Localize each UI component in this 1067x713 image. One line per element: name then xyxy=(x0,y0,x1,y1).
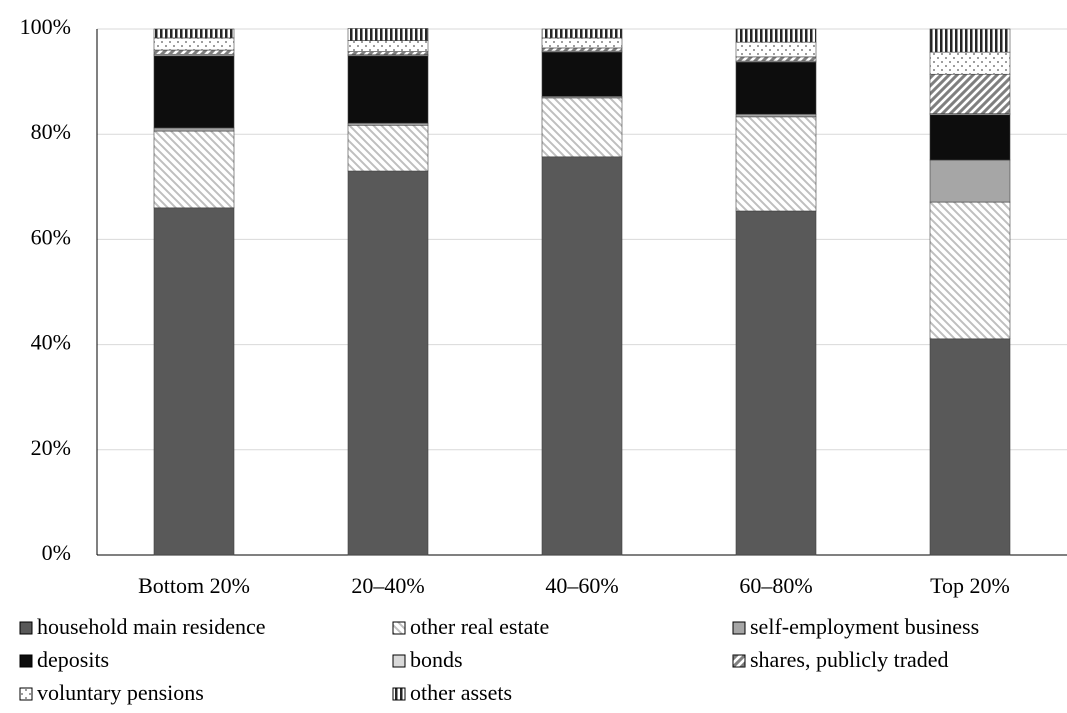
x-tick-label: 60–80% xyxy=(739,573,812,598)
y-tick-label: 100% xyxy=(20,14,71,39)
legend-label: other real estate xyxy=(410,614,549,639)
bar-segment xyxy=(735,28,817,43)
bar-segment xyxy=(541,28,623,39)
legend-label: other assets xyxy=(410,680,512,705)
bar-segment xyxy=(153,37,235,51)
bar-segment xyxy=(347,28,429,41)
bar-segment xyxy=(153,28,235,39)
bar-segment xyxy=(347,170,429,556)
x-tick-label: Bottom 20% xyxy=(138,573,250,598)
bar-segment xyxy=(929,28,1011,53)
legend-label: deposits xyxy=(37,647,109,672)
legend-swatch xyxy=(732,621,746,635)
legend-label: bonds xyxy=(410,647,463,672)
bar-segment xyxy=(929,114,1011,161)
bar-segment xyxy=(153,127,235,132)
bar-segment xyxy=(735,41,817,58)
bar-segment xyxy=(347,51,429,56)
bar-segment xyxy=(347,40,429,52)
legend-swatch xyxy=(392,654,406,668)
legend-swatch xyxy=(19,687,33,701)
bar-segment xyxy=(735,210,817,556)
bar-segment xyxy=(153,49,235,55)
bar-segment xyxy=(541,97,623,158)
legend-swatch xyxy=(19,654,33,668)
legend-swatch xyxy=(392,621,406,635)
legend-label: household main residence xyxy=(37,614,266,639)
bar-segment xyxy=(929,159,1011,203)
x-tick-label: 40–60% xyxy=(545,573,618,598)
bar-segment xyxy=(735,113,817,118)
x-tick-label: 20–40% xyxy=(351,573,424,598)
bar-segment xyxy=(347,55,429,124)
bar-segment xyxy=(153,130,235,209)
y-tick-label: 0% xyxy=(42,540,71,565)
bar-segment xyxy=(347,124,429,172)
bar-segment xyxy=(735,61,817,115)
bar-segment xyxy=(929,338,1011,556)
bar-segment xyxy=(929,73,1011,114)
legend-swatch xyxy=(19,621,33,635)
legend-swatch xyxy=(392,687,406,701)
bar-segment xyxy=(735,116,817,212)
bar-segment xyxy=(541,51,623,97)
x-tick-label: Top 20% xyxy=(930,573,1010,598)
y-tick-label: 20% xyxy=(31,435,71,460)
bar-segment xyxy=(153,55,235,129)
legend-label: voluntary pensions xyxy=(37,680,204,705)
bar-segment xyxy=(929,201,1011,340)
legend-swatch xyxy=(732,654,746,668)
bar-segment xyxy=(541,37,623,49)
y-tick-label: 80% xyxy=(31,119,71,144)
y-tick-label: 60% xyxy=(31,224,71,249)
legend-label: shares, publicly traded xyxy=(750,647,949,672)
bar-segment xyxy=(153,207,235,556)
bar-segment xyxy=(929,51,1011,75)
legend-label: self-employment business xyxy=(750,614,979,639)
bar-segment xyxy=(541,47,623,52)
bar-segment xyxy=(347,122,429,126)
bar-segment xyxy=(541,156,623,556)
bar-segment xyxy=(735,56,817,62)
y-tick-label: 40% xyxy=(31,330,71,355)
